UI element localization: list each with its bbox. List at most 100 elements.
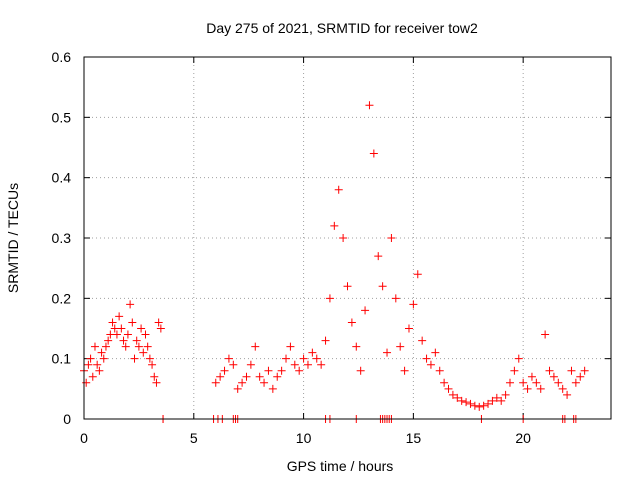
data-point <box>343 282 352 291</box>
data-point <box>448 390 457 399</box>
data-point <box>396 342 405 351</box>
data-point <box>233 384 242 393</box>
data-point <box>93 360 102 369</box>
data-point <box>156 324 165 333</box>
grid <box>84 57 611 419</box>
data-point <box>130 354 139 363</box>
data-point <box>90 342 99 351</box>
data-point <box>308 348 317 357</box>
data-point <box>290 360 299 369</box>
data-point <box>554 378 563 387</box>
data-point <box>246 360 255 369</box>
data-point <box>462 398 471 407</box>
data-point <box>325 294 334 303</box>
y-tick-label-5: 0.5 <box>52 109 72 125</box>
y-tick-label-1: 0.1 <box>52 351 72 367</box>
data-point <box>453 393 462 402</box>
data-point <box>117 324 126 333</box>
data-point <box>95 366 104 375</box>
data-point <box>152 378 161 387</box>
data-point <box>413 270 422 279</box>
data-point <box>108 318 117 327</box>
data-point <box>264 366 273 375</box>
data-point <box>143 342 152 351</box>
data-point <box>282 354 291 363</box>
data-point <box>330 221 339 230</box>
data-point <box>141 330 150 339</box>
data-point <box>558 384 567 393</box>
data-point <box>154 318 163 327</box>
data-point <box>378 282 387 291</box>
data-point <box>273 372 282 381</box>
data-point <box>431 348 440 357</box>
data-point <box>536 384 545 393</box>
data-point <box>134 342 143 351</box>
data-point <box>457 396 466 405</box>
data-point <box>84 360 93 369</box>
data-point <box>488 396 497 405</box>
data-point <box>369 149 378 158</box>
data-point <box>404 324 413 333</box>
data-point <box>374 252 383 261</box>
data-point <box>97 348 106 357</box>
data-point <box>549 372 558 381</box>
x-tick-label-1: 5 <box>190 430 198 446</box>
axis-ticks: 0 5 10 15 20 0 0.1 0.2 0.3 0.4 0.5 0.6 <box>52 49 611 446</box>
data-point <box>514 354 523 363</box>
data-point <box>268 384 277 393</box>
data-point <box>400 366 409 375</box>
data-point <box>321 336 330 345</box>
data-point <box>211 378 220 387</box>
data-point <box>347 318 356 327</box>
data-point <box>317 360 326 369</box>
data-point <box>112 330 121 339</box>
data-point <box>475 402 484 411</box>
data-point <box>466 399 475 408</box>
data-point <box>409 300 418 309</box>
plot-area-border <box>83 56 612 420</box>
y-tick-label-4: 0.4 <box>52 170 72 186</box>
data-point <box>238 378 247 387</box>
data-point <box>365 101 374 110</box>
data-point <box>137 324 146 333</box>
data-point <box>356 366 365 375</box>
data-point <box>121 342 130 351</box>
data-point <box>545 366 554 375</box>
data-point <box>312 354 321 363</box>
x-tick-label-0: 0 <box>80 430 88 446</box>
data-point <box>251 342 260 351</box>
data-point <box>260 378 269 387</box>
data-point <box>361 306 370 315</box>
y-tick-label-2: 0.2 <box>52 290 72 306</box>
data-point <box>99 354 108 363</box>
data-point <box>216 372 225 381</box>
data-point <box>104 336 113 345</box>
y-tick-label-3: 0.3 <box>52 230 72 246</box>
data-point <box>567 366 576 375</box>
data-point <box>532 378 541 387</box>
data-point <box>444 384 453 393</box>
data-point <box>295 366 304 375</box>
data-point <box>391 294 400 303</box>
x-tick-label-4: 20 <box>515 430 531 446</box>
data-point <box>229 360 238 369</box>
data-point <box>352 342 361 351</box>
data-point <box>126 300 135 309</box>
data-point <box>139 348 148 357</box>
x-axis-label: GPS time / hours <box>287 458 394 474</box>
data-point <box>484 399 493 408</box>
data-point <box>479 401 488 410</box>
data-point <box>286 342 295 351</box>
data-point <box>145 354 154 363</box>
data-point <box>128 318 137 327</box>
data-point <box>501 390 510 399</box>
data-point <box>132 336 141 345</box>
data-point <box>88 372 97 381</box>
data-point <box>255 372 264 381</box>
data-point <box>277 366 286 375</box>
data-point <box>571 378 580 387</box>
x-tick-label-2: 10 <box>296 430 312 446</box>
data-point <box>242 372 251 381</box>
